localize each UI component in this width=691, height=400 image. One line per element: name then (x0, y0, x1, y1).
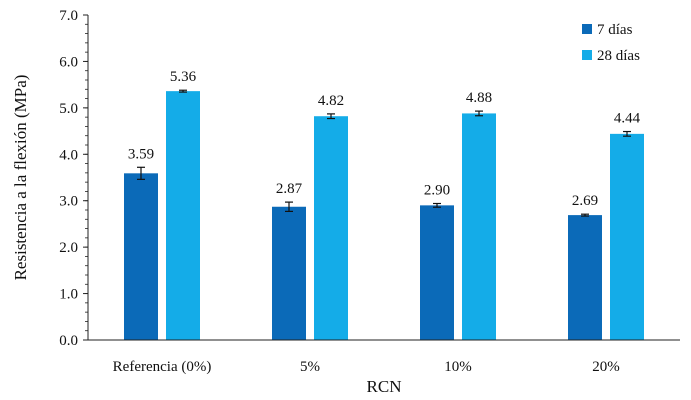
x-tick-label: Referencia (0%) (113, 359, 212, 375)
y-tick-label: 1.0 (59, 287, 78, 303)
x-axis-title: RCN (367, 377, 402, 396)
bar-7-d-as-20 (568, 215, 602, 340)
bars (124, 91, 644, 341)
bar-7-d-as-10 (420, 205, 454, 340)
bar-28-d-as-20 (610, 133, 644, 340)
y-tick-label: 5.0 (59, 101, 78, 117)
data-labels: 3.59 5.36 2.87 4.82 2.90 4.88 2.69 4.44 (128, 69, 641, 209)
data-label: 5.36 (170, 69, 197, 85)
data-label: 4.44 (614, 111, 641, 127)
data-label: 2.87 (276, 181, 303, 197)
y-tick-label: 3.0 (59, 194, 78, 210)
bar-7-d-as-referencia-0 (124, 173, 158, 340)
y-axis-tick-labels: 0.0 1.0 2.0 3.0 4.0 5.0 6.0 7.0 (59, 8, 78, 349)
bar-28-d-as-referencia-0 (166, 91, 200, 341)
bar-28-d-as-5 (314, 116, 348, 340)
y-axis-title: Resistencia a la flexión (MPa) (11, 75, 30, 281)
bar-7-d-as-5 (272, 206, 306, 340)
data-label: 4.88 (466, 90, 492, 106)
legend-label-7-dias: 7 días (597, 22, 633, 38)
data-label: 4.82 (318, 93, 344, 109)
x-axis-tick-labels: Referencia (0%) 5% 10% 20% (113, 359, 620, 375)
legend-swatch-28-dias (582, 50, 592, 60)
y-tick-label: 7.0 (59, 8, 78, 24)
data-label: 2.69 (572, 193, 598, 209)
legend: 7 días 28 días (582, 22, 640, 64)
y-tick-label: 6.0 (59, 54, 78, 70)
x-tick-label: 5% (300, 359, 320, 375)
y-tick-label: 2.0 (59, 240, 78, 256)
y-axis-ticks (83, 14, 88, 341)
bar-28-d-as-10 (462, 113, 496, 340)
error-bars (137, 89, 631, 217)
y-tick-label: 0.0 (59, 333, 78, 349)
data-label: 2.90 (424, 183, 450, 199)
legend-label-28-dias: 28 días (597, 48, 640, 64)
y-tick-label: 4.0 (59, 147, 78, 163)
x-tick-label: 10% (444, 359, 472, 375)
legend-swatch-7-dias (582, 24, 592, 34)
x-tick-label: 20% (592, 359, 620, 375)
data-label: 3.59 (128, 146, 154, 162)
